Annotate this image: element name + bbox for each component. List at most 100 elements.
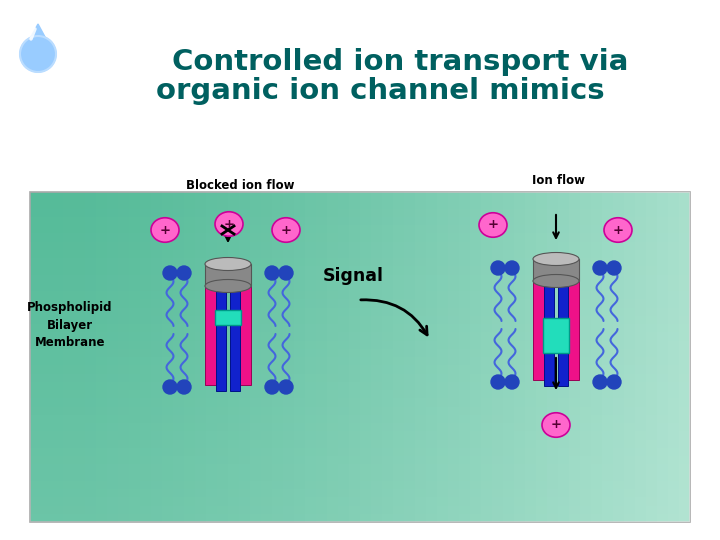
- Bar: [404, 192, 415, 522]
- Circle shape: [163, 266, 177, 280]
- Bar: [239, 275, 251, 385]
- Ellipse shape: [205, 258, 251, 271]
- Circle shape: [279, 380, 293, 394]
- Bar: [30, 399, 690, 407]
- Bar: [129, 192, 140, 522]
- Bar: [338, 192, 349, 522]
- Bar: [349, 192, 360, 522]
- Text: Ion flow: Ion flow: [531, 174, 585, 187]
- Bar: [525, 192, 536, 522]
- Circle shape: [491, 375, 505, 389]
- Bar: [613, 192, 624, 522]
- Bar: [316, 192, 327, 522]
- Bar: [558, 192, 569, 522]
- Bar: [360, 192, 371, 522]
- Bar: [107, 192, 118, 522]
- Bar: [30, 258, 690, 266]
- Bar: [215, 310, 241, 325]
- Bar: [305, 192, 316, 522]
- Circle shape: [505, 261, 519, 275]
- Bar: [536, 192, 547, 522]
- Bar: [272, 192, 283, 522]
- Bar: [205, 264, 251, 286]
- Bar: [30, 448, 690, 456]
- Circle shape: [279, 266, 293, 280]
- Bar: [30, 415, 690, 423]
- Ellipse shape: [533, 274, 579, 287]
- Bar: [437, 192, 448, 522]
- Bar: [30, 291, 690, 299]
- Bar: [30, 407, 690, 415]
- Bar: [492, 192, 503, 522]
- Bar: [426, 192, 437, 522]
- Bar: [533, 270, 545, 380]
- Bar: [30, 192, 41, 522]
- Bar: [52, 192, 63, 522]
- Circle shape: [163, 380, 177, 394]
- Bar: [503, 192, 514, 522]
- Bar: [371, 192, 382, 522]
- Circle shape: [593, 375, 607, 389]
- Polygon shape: [25, 24, 51, 48]
- Bar: [140, 192, 151, 522]
- Text: Controlled ion transport via: Controlled ion transport via: [172, 48, 628, 76]
- Bar: [415, 192, 426, 522]
- Bar: [30, 316, 690, 324]
- Text: +: +: [613, 224, 624, 237]
- Bar: [151, 192, 162, 522]
- Bar: [30, 332, 690, 341]
- Bar: [30, 390, 690, 399]
- Bar: [544, 264, 554, 386]
- Bar: [591, 192, 602, 522]
- Bar: [481, 192, 492, 522]
- Bar: [63, 192, 74, 522]
- Bar: [216, 269, 226, 391]
- Bar: [624, 192, 635, 522]
- Ellipse shape: [479, 213, 507, 237]
- Bar: [30, 192, 690, 200]
- Bar: [602, 192, 613, 522]
- Bar: [96, 192, 107, 522]
- Text: +: +: [223, 218, 235, 231]
- Text: +: +: [551, 418, 562, 431]
- Bar: [679, 192, 690, 522]
- Bar: [30, 456, 690, 464]
- Bar: [533, 259, 579, 281]
- Bar: [30, 357, 690, 365]
- Bar: [580, 192, 591, 522]
- Bar: [228, 192, 239, 522]
- Ellipse shape: [151, 218, 179, 242]
- Bar: [30, 283, 690, 291]
- Bar: [206, 192, 217, 522]
- Text: +: +: [281, 224, 292, 237]
- Bar: [283, 192, 294, 522]
- Bar: [239, 192, 250, 522]
- Ellipse shape: [205, 280, 251, 293]
- Bar: [448, 192, 459, 522]
- Bar: [74, 192, 85, 522]
- Bar: [30, 249, 690, 258]
- Bar: [30, 489, 690, 497]
- Bar: [30, 274, 690, 283]
- Circle shape: [265, 380, 279, 394]
- Bar: [294, 192, 305, 522]
- Bar: [30, 192, 690, 522]
- Bar: [657, 192, 668, 522]
- Bar: [30, 233, 690, 241]
- Ellipse shape: [533, 253, 579, 266]
- Bar: [547, 192, 558, 522]
- Bar: [30, 349, 690, 357]
- Ellipse shape: [272, 218, 300, 242]
- Bar: [668, 192, 679, 522]
- Bar: [569, 192, 580, 522]
- Bar: [118, 192, 129, 522]
- Bar: [230, 269, 240, 391]
- Bar: [30, 440, 690, 448]
- Bar: [41, 192, 52, 522]
- Circle shape: [265, 266, 279, 280]
- Bar: [646, 192, 657, 522]
- Bar: [567, 270, 579, 380]
- Bar: [382, 192, 393, 522]
- Bar: [470, 192, 481, 522]
- Bar: [30, 341, 690, 349]
